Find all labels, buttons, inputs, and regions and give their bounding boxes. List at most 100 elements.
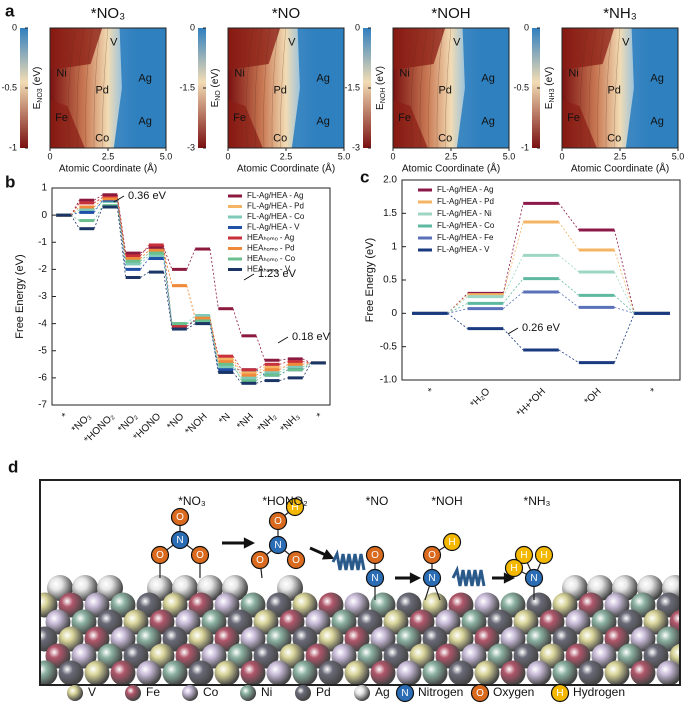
connector <box>256 380 265 384</box>
x-tick-label: * <box>315 411 326 422</box>
alloy-atom <box>110 626 136 652</box>
connector <box>502 221 524 295</box>
alloy-atom <box>45 609 71 635</box>
step-label: *NOH <box>431 494 462 508</box>
element-label: V <box>453 36 461 48</box>
connector <box>255 335 266 361</box>
annotation: 0.36 eV <box>128 190 167 202</box>
alloy-atom <box>162 626 188 652</box>
connector <box>447 296 468 314</box>
connector <box>279 366 289 373</box>
connector <box>279 358 288 361</box>
connector <box>302 362 312 368</box>
connector <box>614 306 635 314</box>
legend-label: FL-Ag/HEA - Pd <box>247 202 304 211</box>
alloy-atom <box>344 592 370 618</box>
alloy-atom <box>474 592 500 618</box>
element-label: Ni <box>399 68 409 80</box>
legend-sphere <box>354 685 370 701</box>
element-label: Pd <box>273 84 286 96</box>
element-label: Ag <box>650 72 663 84</box>
alloy-atom <box>487 609 513 635</box>
alloy-atom <box>175 609 201 635</box>
alloy-atom <box>435 609 461 635</box>
x-tick-label: 5.0 <box>338 151 351 161</box>
legend-label: Oxygen <box>493 685 534 699</box>
element-label: Fe <box>233 112 246 124</box>
connector <box>502 328 524 351</box>
contour-line <box>428 27 435 149</box>
element-label: Ni <box>56 68 66 80</box>
molecule-atom <box>365 568 385 588</box>
alloy-atom <box>240 660 266 684</box>
alloy-atom <box>526 592 552 618</box>
y-axis-label: Free Energy (eV) <box>364 238 376 322</box>
alloy-atom <box>370 660 396 684</box>
element-label: Ag <box>316 72 329 84</box>
connector <box>302 358 312 364</box>
alloy-atom <box>435 643 461 669</box>
legend-label: FL-Ag/HEA - Ni <box>437 209 492 218</box>
connector <box>256 369 265 376</box>
legend-label: FL-Ag/HEA - Pd <box>437 197 494 206</box>
alloy-atom <box>305 609 331 635</box>
x-axis-label: Atomic Coordinate (Å) <box>571 162 669 175</box>
alloy-atom <box>422 660 448 684</box>
atom-letter: O <box>156 550 164 561</box>
molecule-atom <box>268 535 288 555</box>
legend-sphere <box>240 685 256 701</box>
connector <box>558 221 580 251</box>
x-tick-label: 5.0 <box>160 151 173 161</box>
alloy-atom <box>552 660 578 684</box>
colorbar <box>532 28 540 148</box>
alloy-atom <box>448 660 474 684</box>
connector <box>70 206 80 216</box>
alloy-atom <box>45 643 71 669</box>
alloy-atom <box>396 660 422 684</box>
step-label: *NO <box>366 494 389 508</box>
x-tick-label: 5.0 <box>672 151 685 161</box>
alloy-atom <box>84 592 110 618</box>
alloy-atom <box>604 660 630 684</box>
legend-sphere <box>67 685 83 701</box>
contour-line <box>614 27 621 149</box>
atom-letter: N <box>530 573 537 584</box>
element-label: Co <box>438 132 452 144</box>
multi-step-symbol <box>331 549 366 571</box>
connector <box>614 271 635 314</box>
legend-sphere <box>182 685 198 701</box>
atom-letter: N <box>371 573 378 584</box>
colorbar-tick-label: -1 <box>521 142 529 152</box>
alloy-atom <box>617 609 643 635</box>
connector <box>279 361 288 365</box>
atom-letter: N <box>176 535 183 546</box>
connector <box>163 258 173 327</box>
x-tick-label: 2.5 <box>102 151 115 161</box>
heatmap-region <box>228 100 263 148</box>
alloy-atom <box>578 626 604 652</box>
connector <box>279 377 288 381</box>
legend-label: Fe <box>146 685 160 699</box>
x-axis-label: Atomic Coordinate (Å) <box>237 162 335 175</box>
alloy-atom <box>175 643 201 669</box>
alloy-atom <box>84 660 110 684</box>
alloy-atom <box>630 626 656 652</box>
x-tick-label: *NH₂ <box>256 411 280 435</box>
alloy-atom <box>344 660 370 684</box>
x-tick-label: *H₂O <box>469 386 493 410</box>
connector <box>256 366 265 373</box>
molecule-atom <box>422 568 442 588</box>
connector <box>447 308 468 314</box>
x-tick-label: 0 <box>47 151 52 161</box>
alloy-atom <box>357 609 383 635</box>
y-axis-label-part: E <box>32 102 43 109</box>
connector <box>256 374 265 381</box>
legend-sphere <box>295 685 311 701</box>
alloy-atom <box>396 592 422 618</box>
connector <box>256 372 265 379</box>
y-tick-label: 0 <box>391 308 397 319</box>
heatmap-region <box>291 28 344 148</box>
contour-line <box>254 27 262 149</box>
alloy-atom <box>318 660 344 684</box>
connector <box>302 362 312 379</box>
